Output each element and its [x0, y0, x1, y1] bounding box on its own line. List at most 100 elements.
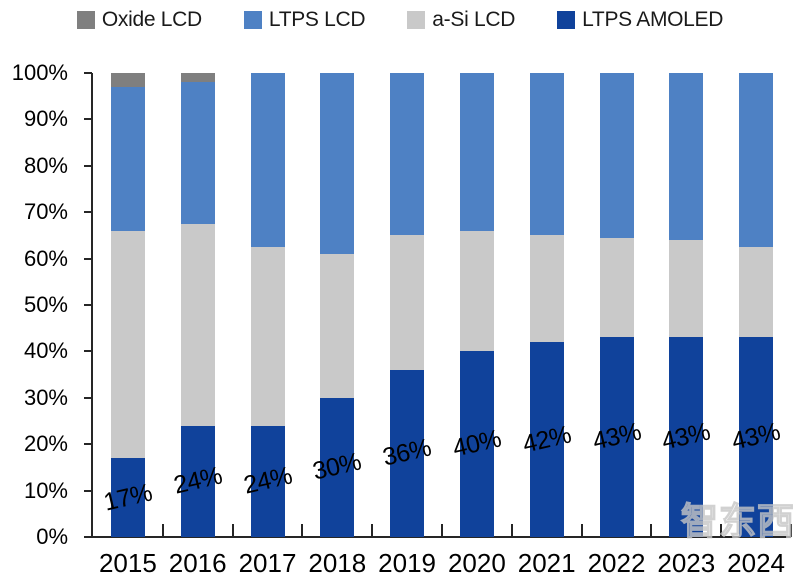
bar-segment-ltps-lcd — [180, 82, 215, 224]
bar-segment-ltps-lcd — [599, 73, 634, 238]
x-axis-category-label: 2019 — [378, 548, 436, 578]
bar-segment-ltps-amoled — [529, 342, 564, 537]
bar-segment-a-si-lcd — [599, 237, 634, 338]
data-label: 36% — [380, 433, 434, 473]
bar-segment-ltps-amoled — [110, 458, 145, 537]
y-axis-tick — [84, 257, 92, 260]
x-axis-tick — [720, 524, 723, 537]
y-axis-tick — [84, 350, 92, 353]
y-axis-tick-label: 20% — [23, 431, 68, 457]
x-axis-category-label: 2022 — [587, 548, 646, 578]
bar-segment-ltps-lcd — [390, 73, 425, 236]
legend-swatch-icon — [76, 11, 95, 29]
y-axis-tick — [84, 118, 92, 121]
bar-segment-ltps-lcd — [110, 86, 145, 231]
x-axis-tick — [510, 524, 513, 537]
bar-segment-ltps-lcd — [250, 73, 285, 247]
bar-segment-ltps-lcd — [320, 73, 355, 254]
y-axis-tick-label: 100% — [11, 60, 68, 85]
y-axis-tick-label: 30% — [23, 384, 68, 410]
bar-segment-a-si-lcd — [459, 230, 494, 352]
data-label: 43% — [589, 417, 644, 456]
legend-label: LTPS AMOLED — [582, 8, 724, 31]
x-axis-tick — [231, 524, 234, 537]
y-axis-tick-label: 70% — [23, 199, 68, 225]
y-axis-tick — [84, 443, 92, 446]
bar-segment-ltps-amoled — [320, 397, 355, 537]
legend-label: a-Si LCD — [432, 8, 516, 31]
bar-segment-oxide-lcd — [180, 73, 215, 83]
x-axis-tick — [441, 524, 443, 537]
y-axis-tick — [84, 536, 92, 538]
y-axis-tick-label: 80% — [23, 152, 68, 178]
data-label: 30% — [310, 447, 364, 487]
x-axis-tick — [301, 524, 304, 537]
data-label: 40% — [449, 424, 504, 463]
x-axis-tick — [650, 524, 653, 537]
legend-item: Oxide LCD — [76, 8, 202, 32]
y-axis-tick — [84, 304, 92, 306]
data-label: 42% — [519, 419, 574, 459]
x-axis-category-label: 2021 — [517, 548, 576, 578]
x-axis-tick — [161, 524, 164, 537]
bar-segment-a-si-lcd — [390, 235, 425, 370]
bar-segment-a-si-lcd — [669, 240, 704, 338]
bar-segment-ltps-lcd — [459, 73, 494, 231]
bar-segment-a-si-lcd — [739, 247, 774, 338]
legend-label: Oxide LCD — [101, 8, 202, 31]
data-label: 17% — [100, 477, 155, 517]
y-axis-tick — [84, 164, 92, 167]
bar-segment-ltps-amoled — [669, 337, 704, 537]
x-axis-category-label: 2018 — [308, 548, 367, 578]
y-axis-tick-label: 40% — [23, 338, 68, 364]
x-axis-category-label: 2017 — [238, 548, 297, 578]
legend-item: a-Si LCD — [407, 8, 515, 32]
bar-segment-a-si-lcd — [529, 235, 564, 343]
bar-segment-ltps-amoled — [459, 351, 494, 537]
data-label: 24% — [170, 461, 225, 500]
y-axis-line — [91, 73, 93, 538]
y-axis-tick-label: 90% — [23, 106, 68, 132]
x-axis-tick — [371, 524, 374, 537]
bar-segment-ltps-lcd — [669, 73, 704, 241]
data-label: 43% — [659, 417, 713, 456]
legend-item: LTPS AMOLED — [557, 8, 723, 32]
x-axis-tick — [580, 524, 583, 537]
bar-segment-ltps-amoled — [599, 337, 634, 537]
bar-segment-a-si-lcd — [250, 247, 285, 426]
y-axis-tick — [84, 72, 92, 74]
legend-swatch-icon — [407, 11, 426, 29]
y-axis-tick-label: 0% — [36, 524, 68, 549]
bar-segment-a-si-lcd — [110, 230, 145, 459]
legend-swatch-icon — [243, 11, 262, 29]
bar-segment-ltps-amoled — [739, 337, 774, 537]
x-axis-category-label: 2016 — [168, 548, 227, 578]
y-axis-tick-label: 50% — [23, 292, 68, 317]
bar-segment-a-si-lcd — [320, 253, 355, 398]
bar-segment-ltps-amoled — [180, 425, 215, 537]
x-axis-tick — [790, 524, 792, 537]
legend-item: LTPS LCD — [243, 8, 366, 32]
bar-segment-ltps-amoled — [250, 425, 285, 537]
x-axis-category-label: 2015 — [98, 548, 157, 578]
bar-segment-ltps-lcd — [739, 73, 774, 247]
bar-segment-oxide-lcd — [110, 73, 145, 87]
bar-segment-a-si-lcd — [180, 223, 215, 426]
legend-swatch-icon — [557, 11, 576, 29]
data-label: 24% — [240, 461, 295, 500]
x-axis-category-label: 2020 — [447, 548, 506, 578]
x-axis-line — [91, 536, 791, 538]
x-axis-category-label: 2024 — [727, 548, 785, 578]
bar-segment-ltps-amoled — [390, 369, 425, 537]
y-axis-tick — [84, 489, 92, 492]
chart-legend: Oxide LCD LTPS LCD a-Si LCD LTPS AMOLED — [0, 4, 800, 36]
y-axis-tick — [84, 211, 92, 214]
bar-segment-ltps-lcd — [529, 73, 564, 236]
y-axis-tick-label: 10% — [23, 477, 68, 503]
x-axis-category-label: 2023 — [657, 548, 716, 578]
y-axis-tick-label: 60% — [23, 245, 68, 271]
data-label: 43% — [729, 417, 783, 456]
legend-label: LTPS LCD — [268, 8, 366, 31]
y-axis-tick — [84, 396, 92, 399]
